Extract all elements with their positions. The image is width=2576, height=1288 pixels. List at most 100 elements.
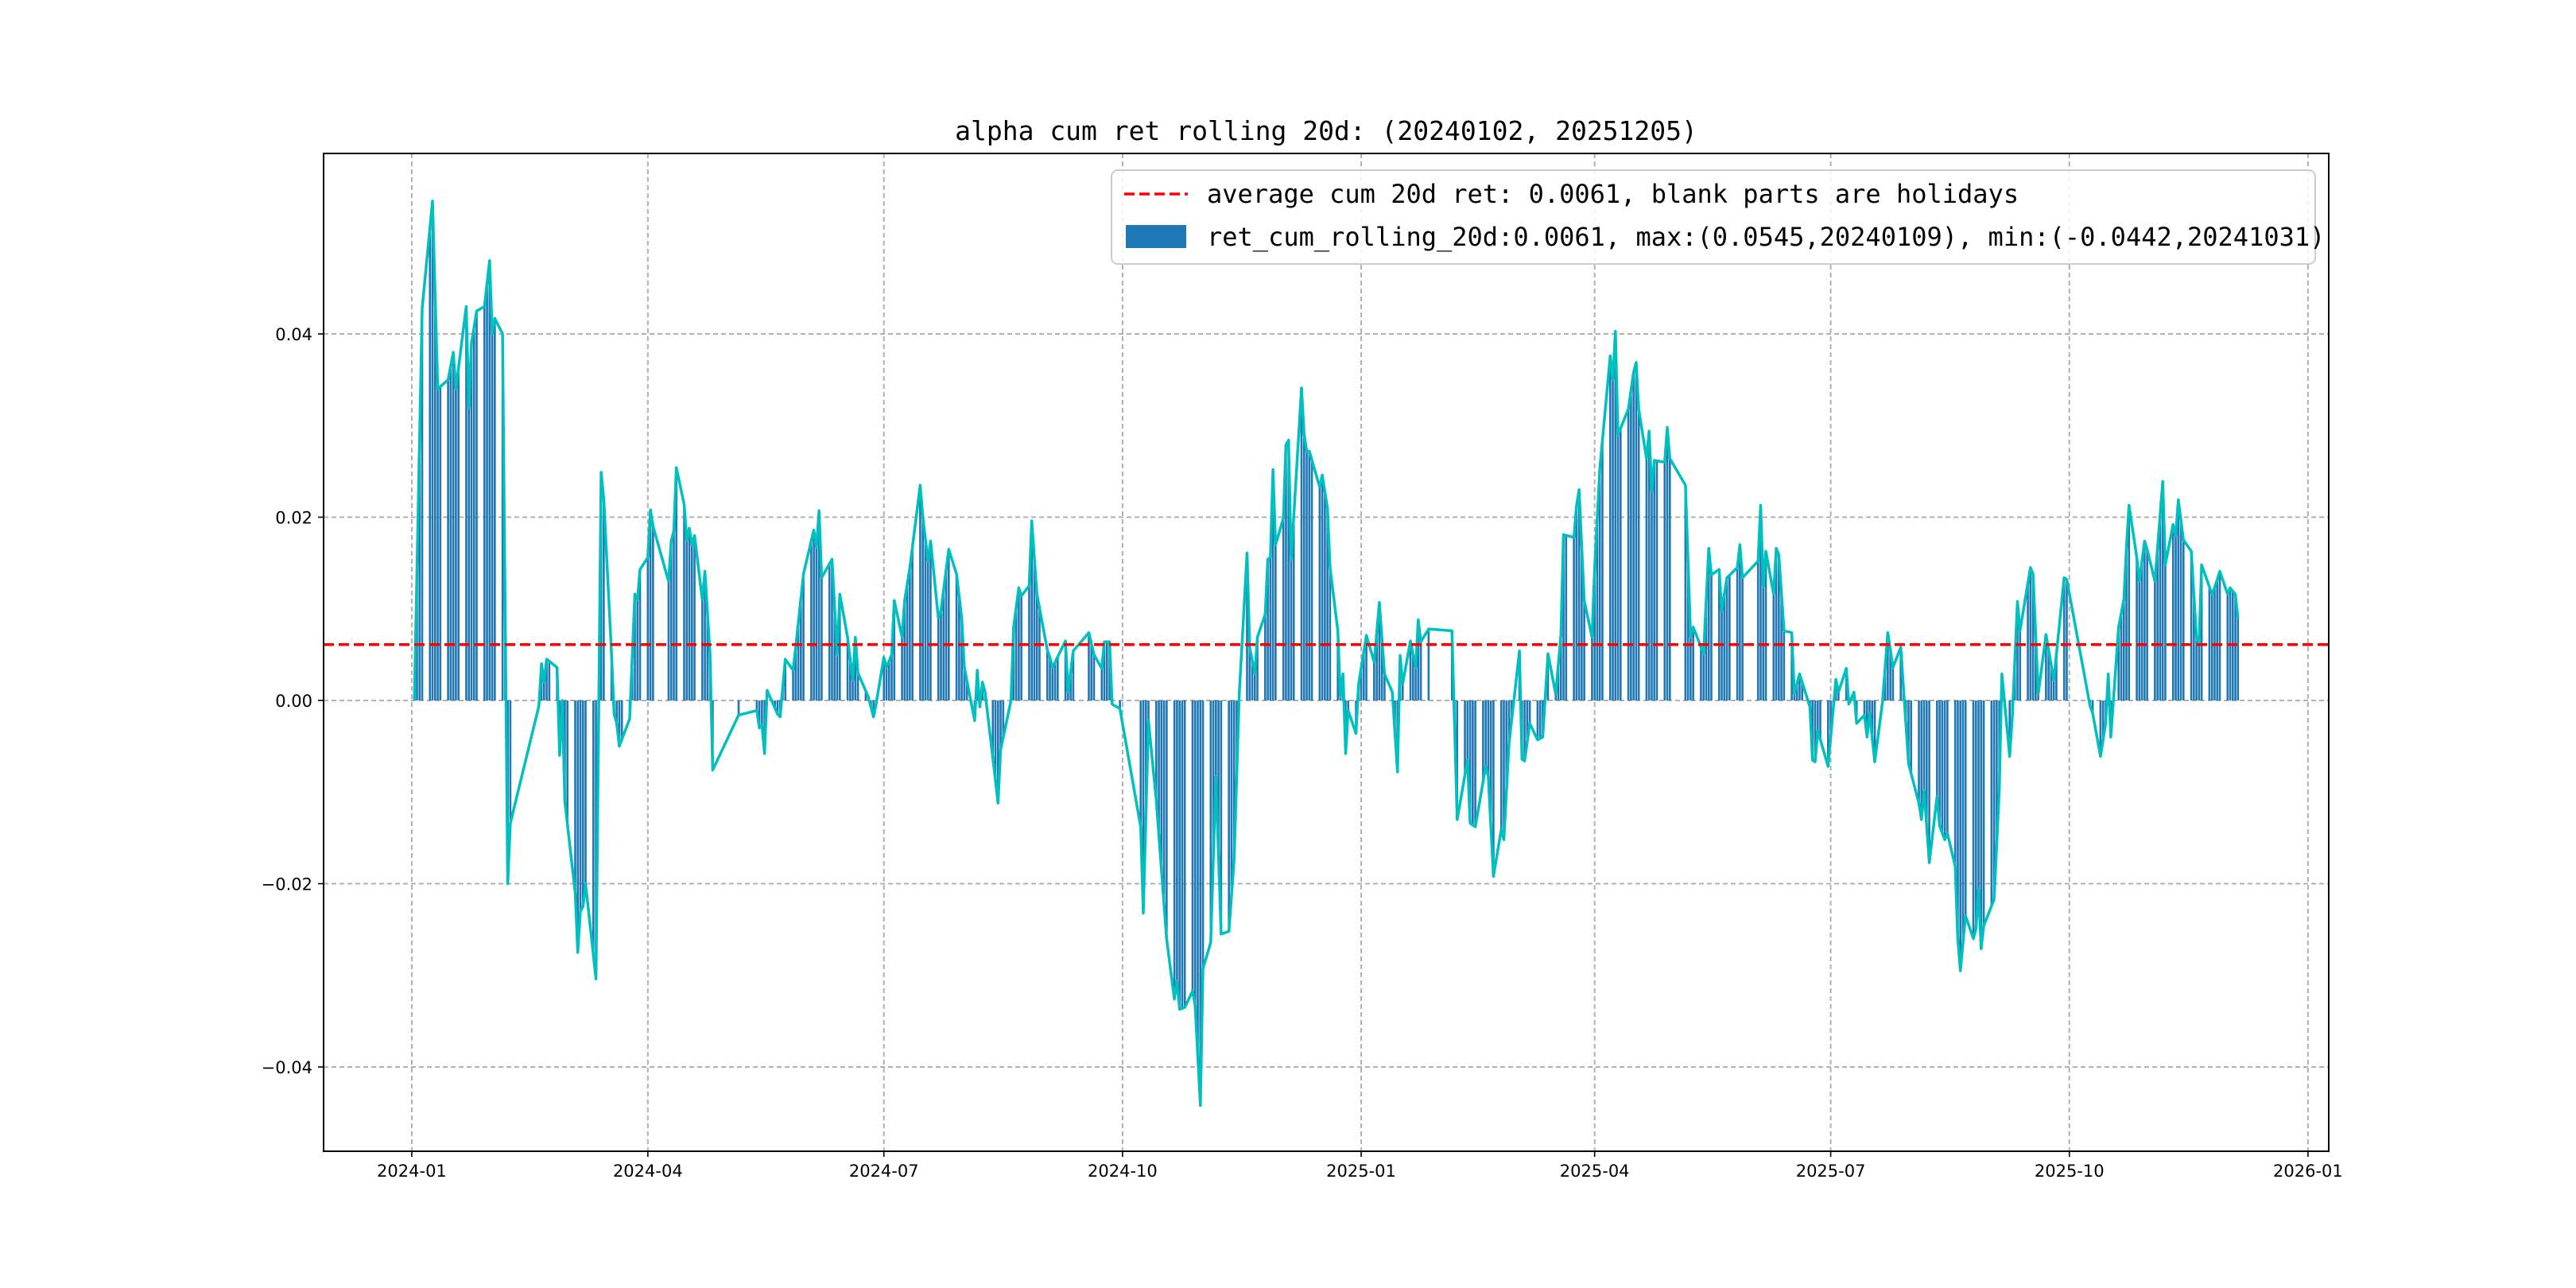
bar <box>872 700 875 717</box>
bar <box>911 546 914 701</box>
bar <box>418 439 421 701</box>
bar <box>1002 700 1005 738</box>
bar <box>955 573 958 701</box>
bar <box>1772 594 1775 701</box>
bar <box>1220 700 1223 934</box>
bar <box>836 654 839 701</box>
bar <box>854 637 857 701</box>
bar <box>1907 700 1910 764</box>
bar <box>999 700 1002 751</box>
bar <box>2120 613 2123 701</box>
bar <box>1887 632 1889 701</box>
bar <box>1577 489 1581 701</box>
bar <box>794 647 797 701</box>
bar <box>1982 700 1985 926</box>
bar <box>924 539 927 701</box>
bar <box>2027 583 2029 701</box>
bar <box>1690 637 1692 701</box>
bar <box>813 530 815 701</box>
legend-average-label: average cum 20d ret: 0.0061, blank parts… <box>1207 179 2019 209</box>
bar <box>846 637 849 701</box>
bar <box>1793 693 1796 701</box>
legend-box <box>1111 169 2316 265</box>
bar <box>945 569 948 701</box>
bar <box>1668 458 1671 701</box>
bar <box>1375 632 1378 701</box>
series-line <box>413 200 2240 1108</box>
bar <box>828 564 831 701</box>
bar <box>1801 681 1803 701</box>
bar <box>486 283 488 701</box>
legend-series-swatch <box>1126 225 1186 248</box>
x-tick-label: 2024-01 <box>377 1162 447 1181</box>
bar <box>1057 657 1059 701</box>
bar <box>1139 700 1143 828</box>
bar <box>1248 647 1251 701</box>
ticks: 2024-01 2024-04 2024-07 2024-10 2025-01 2025-… <box>262 325 2343 1181</box>
bar <box>1651 491 1653 701</box>
bar <box>1946 700 1949 834</box>
bar <box>491 334 494 701</box>
bar <box>1100 668 1104 701</box>
bar <box>1144 700 1147 817</box>
bar <box>1581 545 1583 701</box>
bar <box>690 545 693 701</box>
bar <box>1178 700 1181 1010</box>
bar <box>1051 667 1054 701</box>
bar <box>1147 700 1150 721</box>
bar <box>685 540 689 701</box>
bar <box>2136 557 2138 701</box>
bar <box>1119 700 1121 709</box>
bar <box>675 467 678 701</box>
x-tick-label: 2024-10 <box>1088 1162 1158 1181</box>
bar <box>488 260 491 701</box>
bar <box>1209 700 1212 943</box>
bar <box>800 598 802 701</box>
bar <box>1484 700 1487 766</box>
bar <box>1282 518 1285 701</box>
bar <box>1503 700 1505 840</box>
bar <box>2195 637 2198 701</box>
bar <box>1300 388 1303 701</box>
bar <box>1173 700 1176 999</box>
bar <box>1980 700 1983 949</box>
bar <box>1632 372 1635 701</box>
bar <box>965 681 968 701</box>
x-tick-label: 2024-07 <box>849 1162 919 1181</box>
bar <box>646 557 650 701</box>
bar <box>1267 559 1269 701</box>
bars <box>416 200 2240 1106</box>
bar <box>1035 594 1038 701</box>
bar <box>2156 548 2159 701</box>
bar <box>1608 355 1612 701</box>
bar <box>2062 577 2066 701</box>
bar <box>2066 579 2068 701</box>
bar <box>1472 700 1474 825</box>
bar <box>761 700 763 726</box>
bar <box>1329 567 1332 701</box>
bar <box>2218 571 2221 701</box>
bar <box>838 594 841 701</box>
bar <box>2161 481 2164 701</box>
bar <box>1228 700 1230 932</box>
bar <box>1593 567 1596 701</box>
bar <box>693 535 696 701</box>
bar <box>2037 693 2039 701</box>
bar <box>1363 651 1365 701</box>
bar <box>634 594 636 701</box>
bar <box>1028 585 1030 701</box>
bar <box>802 573 805 701</box>
bar <box>1637 409 1640 701</box>
bar <box>1053 661 1057 701</box>
bar <box>906 584 909 701</box>
bar <box>683 504 685 701</box>
bar <box>1961 700 1965 944</box>
bar <box>929 541 932 701</box>
bar <box>1256 637 1259 701</box>
bar <box>1427 629 1430 701</box>
bar <box>1925 700 1928 827</box>
bar <box>1199 700 1202 1106</box>
bar <box>1305 451 1308 701</box>
bar <box>1655 460 1658 701</box>
bar <box>1816 700 1819 731</box>
